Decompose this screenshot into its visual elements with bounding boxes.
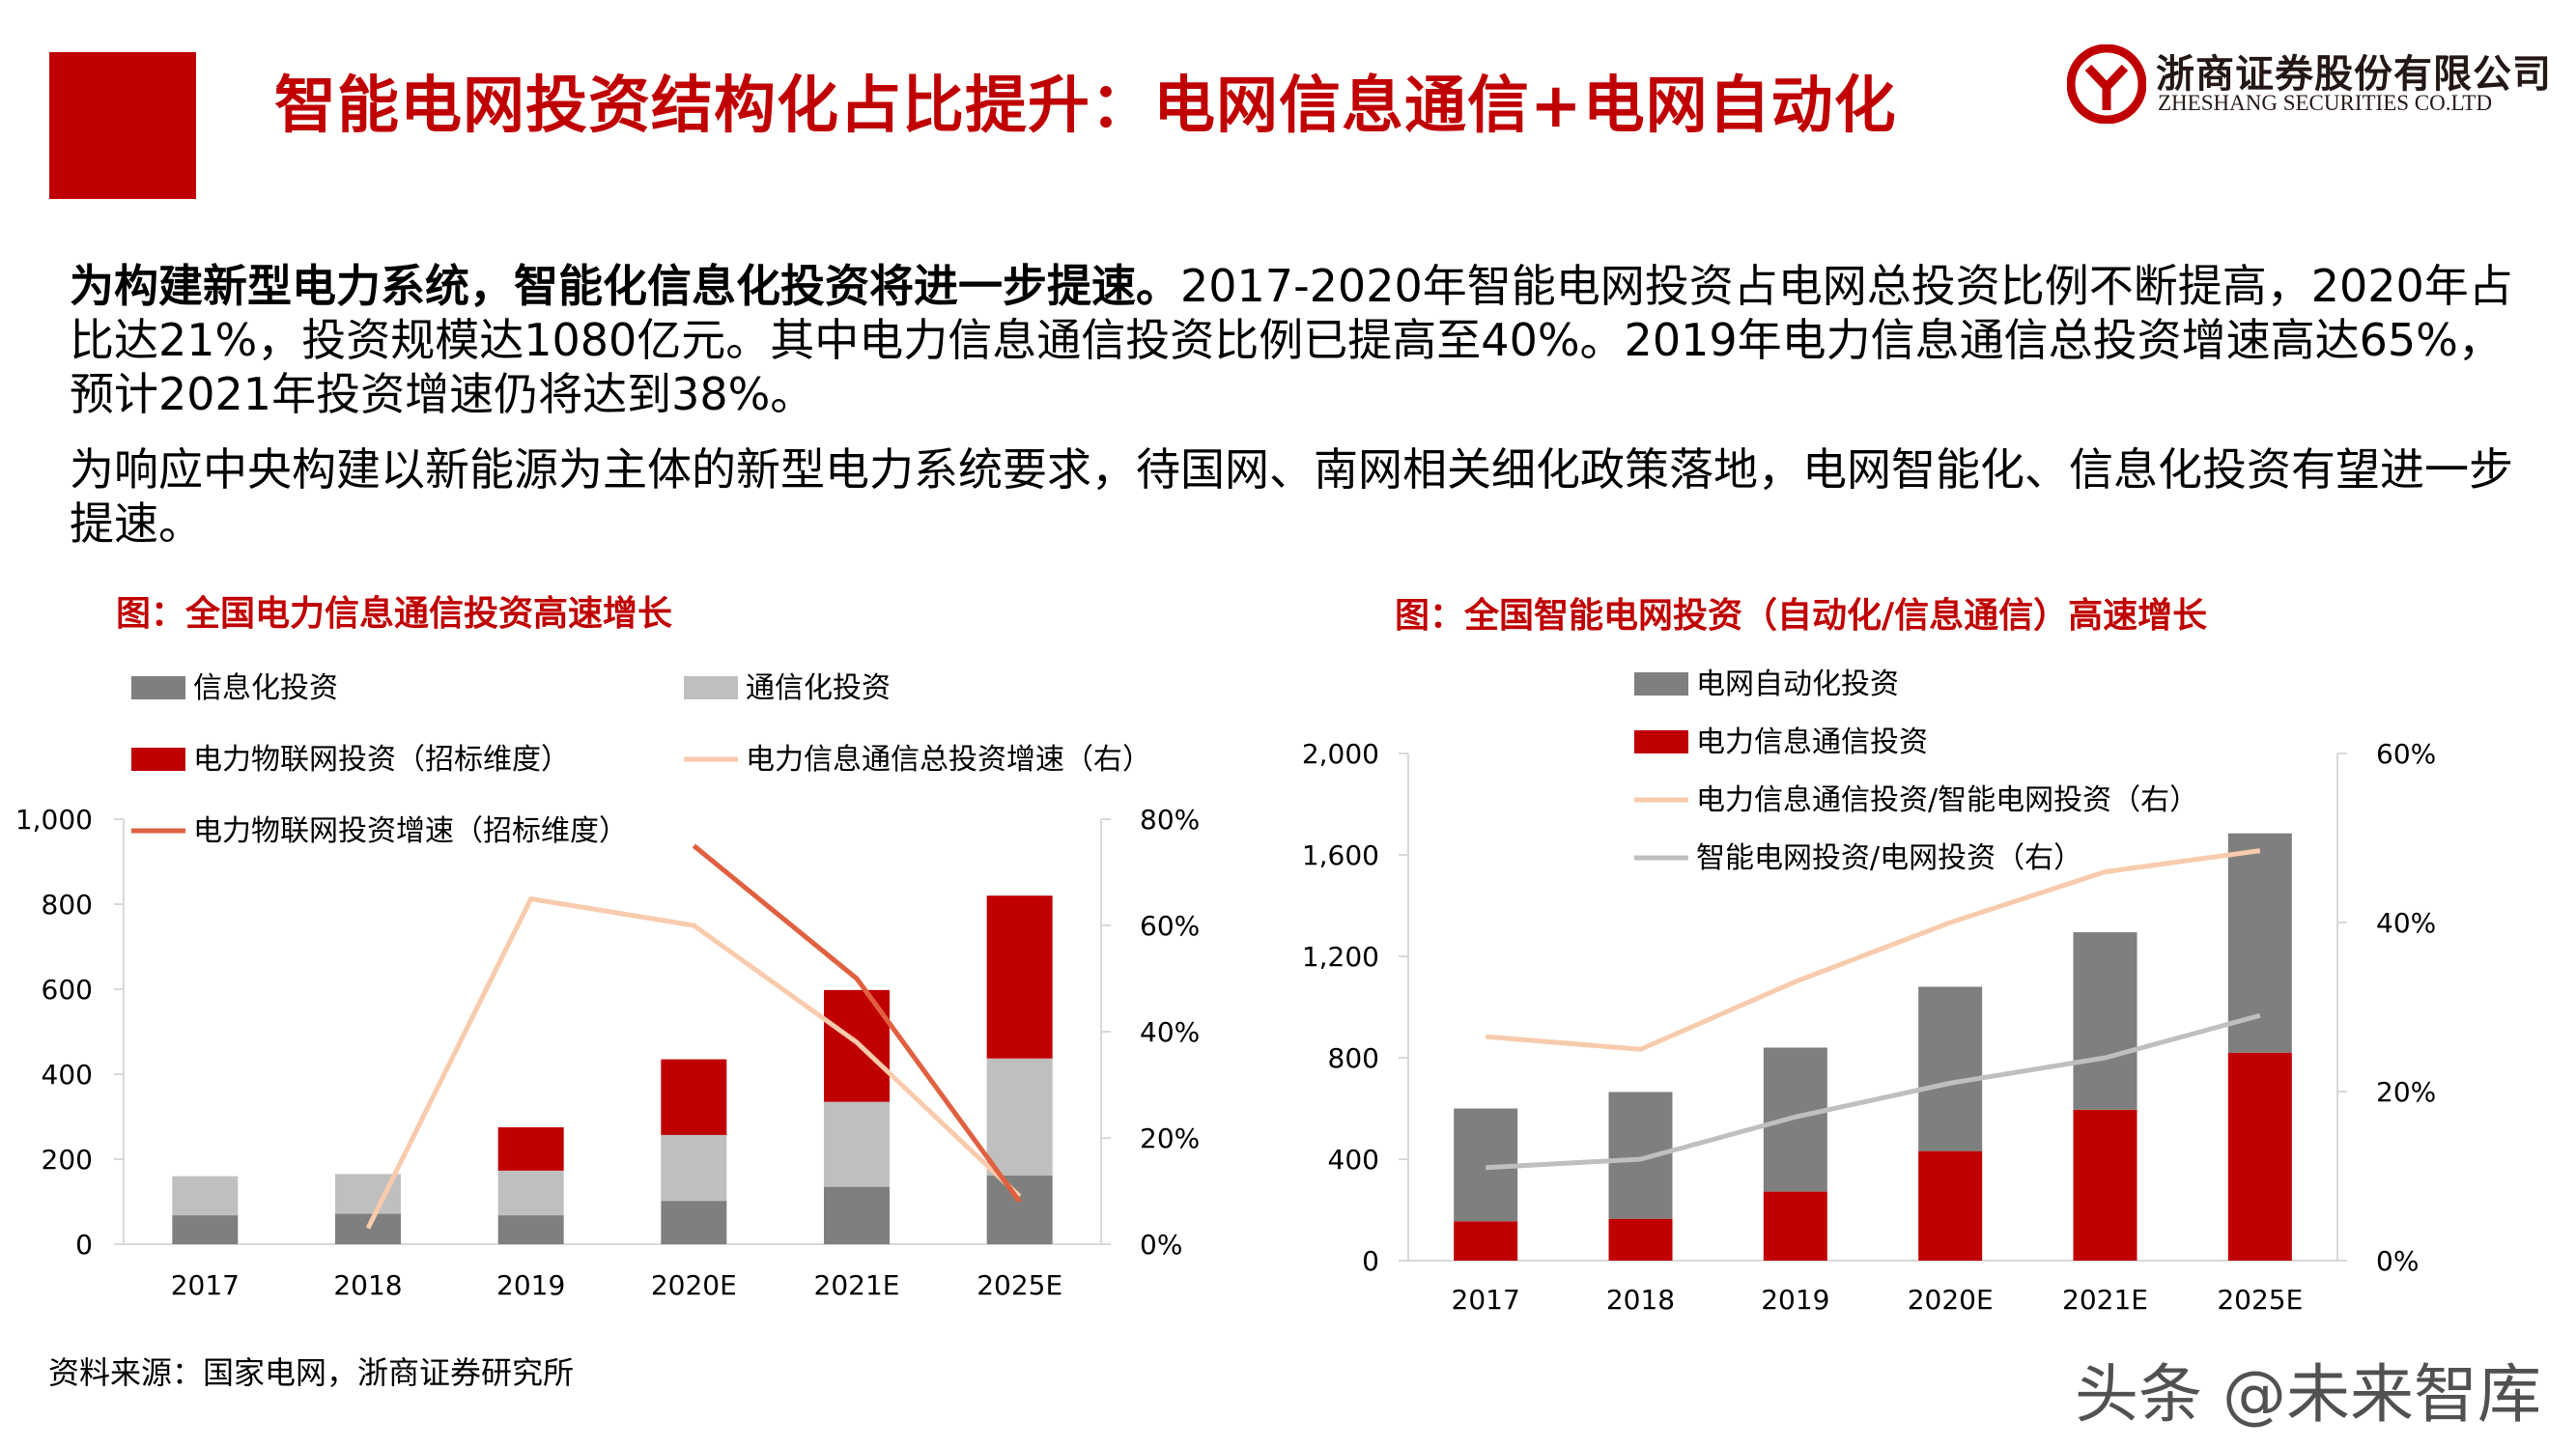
legend-swatch — [1634, 730, 1688, 753]
logo-name-cn: 浙商证券股份有限公司 — [2156, 52, 2552, 97]
x-tick-label: 2019 — [1761, 1284, 1829, 1316]
y2-tick-label: 60% — [1140, 910, 1200, 942]
series-line — [1485, 848, 2261, 1052]
y-tick-label: 400 — [42, 1059, 93, 1091]
y-tick-label: 0 — [75, 1229, 93, 1261]
x-tick-label: 2021E — [814, 1269, 900, 1301]
x-tick-label: 2021E — [2062, 1284, 2148, 1316]
y-tick-label: 800 — [42, 889, 93, 921]
watermark: 头条 @未来智库 — [2075, 1357, 2541, 1432]
y2-tick-label: 0% — [2376, 1245, 2419, 1277]
legend-label: 电力物联网投资（招标维度） — [193, 743, 570, 777]
paragraph-1: 为构建新型电力系统，智能化信息化投资将进一步提速。2017-2020年智能电网投… — [70, 259, 2523, 421]
bar-segment — [661, 1059, 727, 1135]
legend-swatch — [131, 748, 185, 771]
series-line — [365, 896, 1022, 1230]
y-tick-label: 1,200 — [1302, 941, 1379, 973]
y-tick-label: 800 — [1328, 1042, 1379, 1074]
legend-label: 电网自动化投资 — [1696, 668, 1899, 701]
bar-segment — [986, 1058, 1053, 1176]
logo-name-en: ZHESHANG SECURITIES CO.LTD — [2158, 91, 2493, 115]
series-line — [692, 843, 1022, 1204]
y2-tick-label: 60% — [2376, 738, 2436, 770]
y2-tick-label: 20% — [2376, 1076, 2436, 1108]
bar-segment — [1763, 1191, 1827, 1261]
legend-label: 智能电网投资/电网投资（右） — [1696, 841, 2082, 875]
x-tick-label: 2017 — [1452, 1284, 1520, 1316]
bar-segment — [1763, 1047, 1827, 1192]
bar-segment — [172, 1176, 239, 1216]
y2-tick-label: 40% — [2376, 907, 2436, 939]
bar-segment — [2227, 1052, 2292, 1261]
x-tick-label: 2025E — [977, 1269, 1062, 1301]
bar-segment — [2227, 833, 2292, 1053]
y2-tick-label: 80% — [1140, 804, 1200, 836]
y-tick-label: 1,600 — [1302, 839, 1379, 871]
y-tick-label: 2,000 — [1302, 738, 1379, 770]
left-chart-title: 图：全国电力信息通信投资高速增长 — [116, 594, 673, 634]
y-tick-label: 200 — [42, 1144, 93, 1176]
paragraph-1-lead: 为构建新型电力系统，智能化信息化投资将进一步提速。 — [70, 260, 1180, 312]
bar-segment — [661, 1134, 727, 1202]
bar-segment — [497, 1215, 564, 1244]
legend-label: 信息化投资 — [193, 671, 338, 705]
y-tick-label: 400 — [1328, 1144, 1379, 1176]
bar-segment — [497, 1170, 564, 1216]
zheshang-logo-icon — [2067, 44, 2146, 124]
y2-tick-label: 0% — [1140, 1229, 1182, 1261]
bar-segment — [824, 1186, 890, 1244]
x-tick-label: 2025E — [2217, 1284, 2303, 1316]
bar-segment — [986, 895, 1053, 1059]
bar-segment — [172, 1215, 239, 1244]
bar-segment — [661, 1201, 727, 1244]
x-tick-label: 2020E — [1908, 1284, 1994, 1316]
legend-label: 电力物联网投资增速（招标维度） — [193, 814, 628, 848]
legend-label: 电力信息通信投资 — [1696, 725, 1928, 759]
bar-segment — [335, 1174, 401, 1214]
legend-label: 通信化投资 — [746, 671, 891, 705]
bar-segment — [824, 1101, 890, 1187]
bar-segment — [824, 989, 890, 1102]
bar-segment — [335, 1213, 401, 1244]
page-title: 智能电网投资结构化占比提升：电网信息通信+电网自动化 — [274, 71, 1897, 142]
bar-segment — [986, 1175, 1053, 1244]
paragraph-2: 为响应中央构建以新能源为主体的新型电力系统要求，待国网、南网相关细化政策落地，电… — [70, 443, 2513, 550]
x-tick-label: 2018 — [1606, 1284, 1675, 1316]
legend-swatch — [1634, 672, 1688, 696]
legend-label: 电力信息通信投资/智能电网投资（右） — [1696, 783, 2198, 817]
bar-segment — [1918, 1151, 1983, 1261]
bar-segment — [1608, 1218, 1673, 1261]
paragraph-1-body: 2017-2020年智能电网投资占电网总投资比例不断提高，2020年占比达21%… — [70, 260, 2513, 420]
bar-segment — [1454, 1221, 1518, 1261]
x-tick-label: 2018 — [333, 1269, 402, 1301]
x-tick-label: 2020E — [651, 1269, 737, 1301]
source-note: 资料来源：国家电网，浙商证券研究所 — [48, 1354, 575, 1391]
y2-tick-label: 40% — [1140, 1016, 1200, 1048]
bar-segment — [2073, 932, 2137, 1110]
series-line — [1486, 1012, 2261, 1171]
bar-segment — [2073, 1109, 2137, 1261]
bar-segment — [1918, 986, 1983, 1151]
y-tick-label: 0 — [1362, 1245, 1379, 1277]
bar-segment — [1608, 1092, 1673, 1219]
header-accent-block — [49, 52, 196, 199]
y-tick-label: 1,000 — [15, 804, 93, 836]
legend-label: 电力信息通信总投资增速（右） — [746, 743, 1151, 777]
x-tick-label: 2019 — [496, 1269, 565, 1301]
right-chart-title: 图：全国智能电网投资（自动化/信息通信）高速增长 — [1395, 596, 2208, 636]
company-logo: 浙商证券股份有限公司 ZHESHANG SECURITIES CO.LTD — [2067, 41, 2551, 128]
bar-segment — [497, 1127, 564, 1171]
x-tick-label: 2017 — [171, 1269, 240, 1301]
legend-swatch — [684, 676, 738, 699]
legend-swatch — [131, 676, 185, 699]
y-tick-label: 600 — [42, 974, 93, 1006]
y2-tick-label: 20% — [1140, 1122, 1200, 1154]
bar-segment — [1454, 1108, 1518, 1222]
